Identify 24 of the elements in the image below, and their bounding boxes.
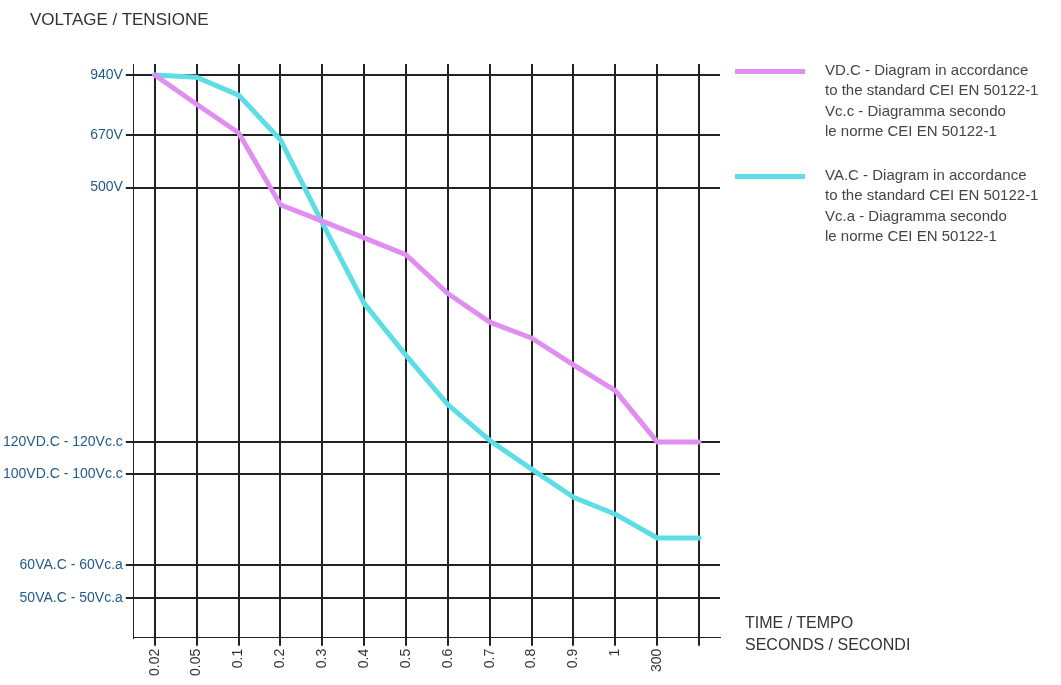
x-tick-label: 1 [606,648,623,657]
legend-label: VA.C - Diagram in accordance to the standard CEI EN 50122-1 Vc.a - Diagramma secondo le norme CEI EN 50122-1 [825,165,1039,246]
legend-label: VD.C - Diagram in accordance to the standard CEI EN 50122-1 Vc.c - Diagramma secondo le norme CEI EN 50122-1 [825,60,1039,141]
x-tick-label: 0.6 [438,648,455,669]
y-tick-label: 60VA.C - 60Vc.a [19,556,124,573]
y-tick-label: 120VD.C - 120Vc.c [2,432,123,449]
x-tick-label: 0.3 [313,648,330,669]
x-tick-label: 0.02 [145,648,162,676]
x-tick-label: 0.1 [229,648,246,669]
x-tick-label: 0.8 [522,648,539,669]
y-tick-label: 670V [90,126,124,143]
y-tick-label: 500V [90,178,124,195]
x-tick-label: 0.5 [396,648,413,669]
y-tick-label: 100VD.C - 100Vc.c [2,465,123,482]
x-tick-label: 0.4 [354,648,371,669]
y-tick-label: 50VA.C - 50Vc.a [19,588,124,605]
x-tick-label: 0.2 [271,648,288,669]
x-tick-label: 0.7 [480,648,497,669]
x-axis-title: TIME / TEMPO SECONDS / SECONDI [745,613,911,656]
x-tick-label: 300 [648,648,665,673]
x-tick-label: 0.9 [564,648,581,669]
y-tick-label: 940V [90,65,124,82]
x-tick-label: 0.05 [187,648,204,676]
y-axis-title: VOLTAGE / TENSIONE [30,10,209,30]
